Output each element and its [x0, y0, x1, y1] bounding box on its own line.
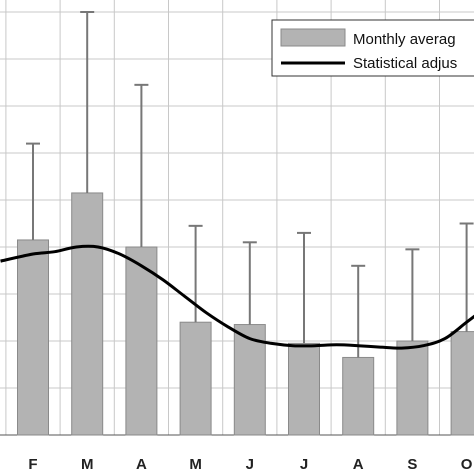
legend: Monthly averag Statistical adjus: [271, 19, 474, 77]
legend-label-monthly-average: Monthly averag: [353, 31, 456, 48]
bar: [125, 246, 158, 436]
statistical-adjustment-line: [0, 244, 474, 350]
x-tick-label: M: [81, 456, 94, 473]
x-tick-label: O: [461, 456, 473, 473]
x-tick-label: A: [136, 456, 147, 473]
x-tick-label: J: [300, 456, 308, 473]
bar: [179, 321, 212, 436]
bar: [233, 324, 266, 436]
x-tick-label: J: [246, 456, 254, 473]
x-tick-label: A: [353, 456, 364, 473]
bars: [17, 192, 474, 436]
bar: [396, 340, 429, 436]
bar: [71, 192, 104, 436]
x-tick-label: F: [28, 456, 37, 473]
legend-label-statistical-adjustment: Statistical adjus: [353, 55, 457, 72]
bar: [17, 239, 49, 436]
x-tick-label: M: [189, 456, 202, 473]
bar: [450, 331, 474, 436]
bar: [288, 342, 320, 436]
x-tick-label: S: [407, 456, 417, 473]
bar: [342, 356, 375, 436]
legend-bar-swatch: [280, 28, 346, 47]
